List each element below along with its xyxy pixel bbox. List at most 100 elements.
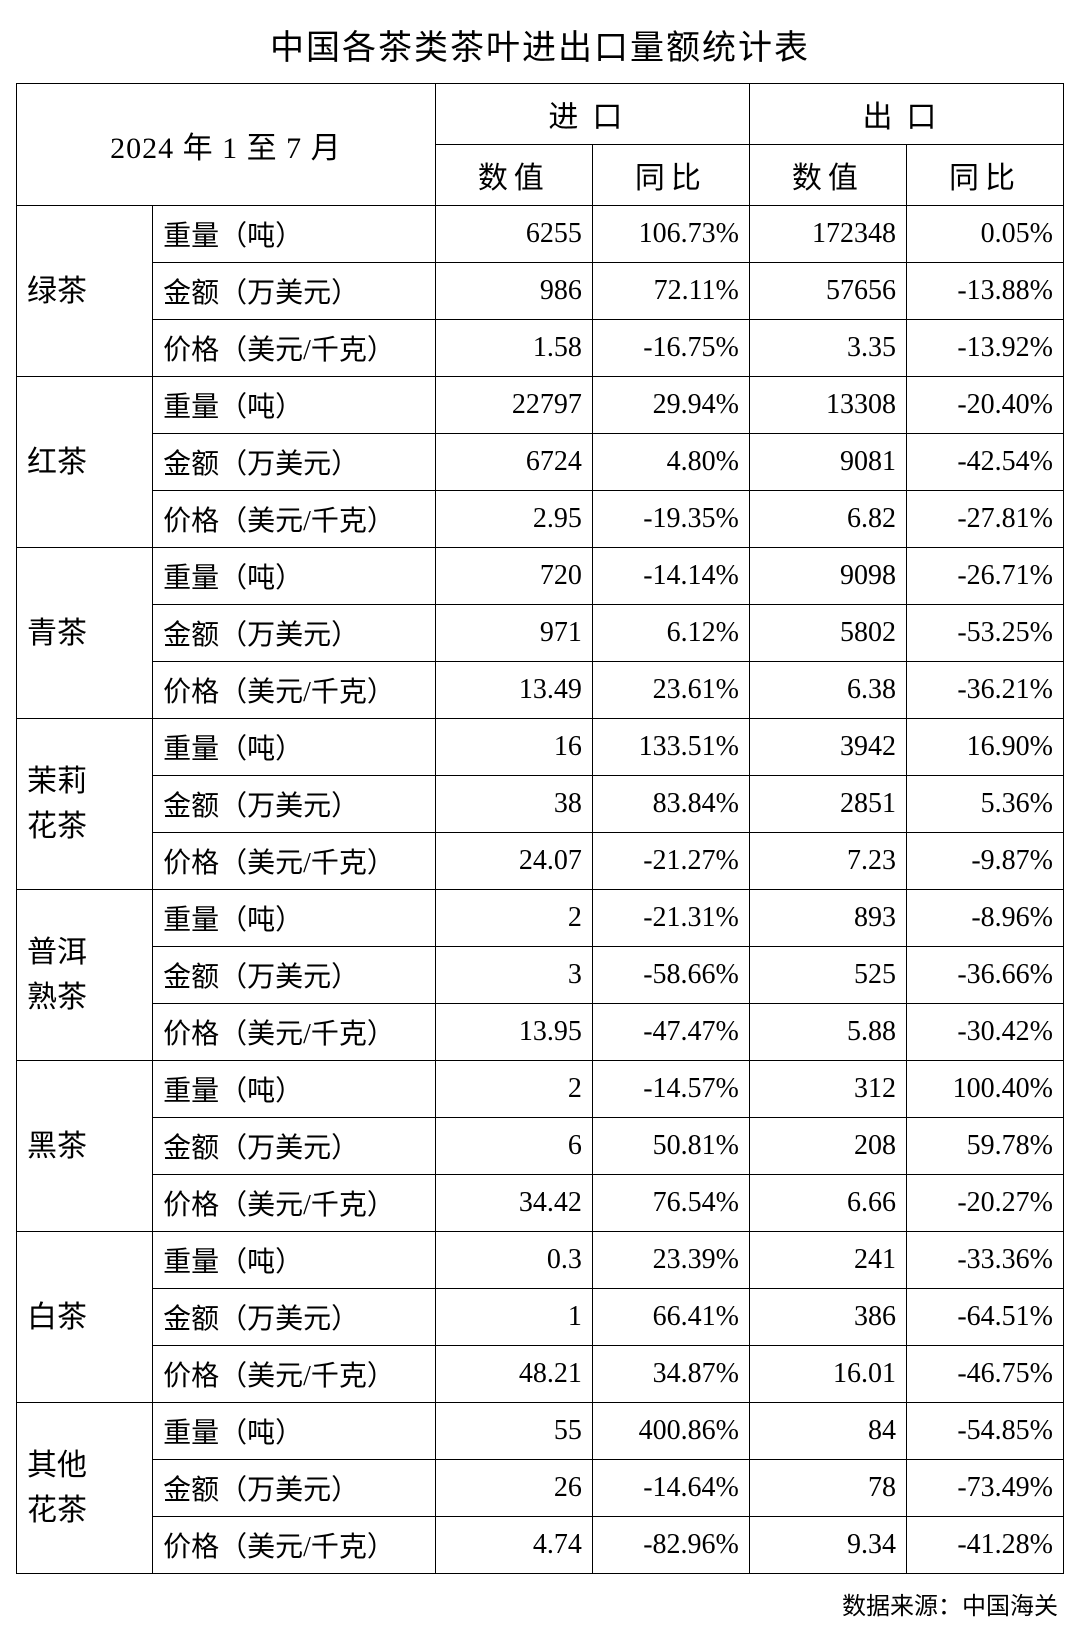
value-cell: 59.78%	[906, 1118, 1063, 1175]
metric-cell: 重量（吨）	[153, 206, 436, 263]
metric-cell: 金额（万美元）	[153, 1460, 436, 1517]
value-cell: -20.40%	[906, 377, 1063, 434]
value-cell: 23.39%	[592, 1232, 749, 1289]
metric-cell: 价格（美元/千克）	[153, 833, 436, 890]
table-row: 绿茶重量（吨）6255106.73%1723480.05%	[17, 206, 1064, 263]
value-cell: 72.11%	[592, 263, 749, 320]
value-cell: -21.31%	[592, 890, 749, 947]
value-cell: 83.84%	[592, 776, 749, 833]
table-row: 金额（万美元）650.81%20859.78%	[17, 1118, 1064, 1175]
metric-cell: 价格（美元/千克）	[153, 1175, 436, 1232]
value-cell: 34.87%	[592, 1346, 749, 1403]
value-cell: 29.94%	[592, 377, 749, 434]
value-cell: 3	[435, 947, 592, 1004]
value-cell: -21.27%	[592, 833, 749, 890]
value-cell: 1	[435, 1289, 592, 1346]
value-cell: -14.64%	[592, 1460, 749, 1517]
value-cell: -64.51%	[906, 1289, 1063, 1346]
value-cell: -13.92%	[906, 320, 1063, 377]
table-row: 红茶重量（吨）2279729.94%13308-20.40%	[17, 377, 1064, 434]
table-row: 金额（万美元）26-14.64%78-73.49%	[17, 1460, 1064, 1517]
page-title: 中国各茶类茶叶进出口量额统计表	[16, 20, 1064, 69]
value-cell: 0.05%	[906, 206, 1063, 263]
metric-cell: 价格（美元/千克）	[153, 1004, 436, 1061]
value-cell: 13308	[749, 377, 906, 434]
table-row: 价格（美元/千克）13.4923.61%6.38-36.21%	[17, 662, 1064, 719]
metric-cell: 价格（美元/千克）	[153, 662, 436, 719]
value-cell: -47.47%	[592, 1004, 749, 1061]
value-cell: 5.88	[749, 1004, 906, 1061]
metric-cell: 金额（万美元）	[153, 1289, 436, 1346]
metric-cell: 重量（吨）	[153, 719, 436, 776]
value-cell: -54.85%	[906, 1403, 1063, 1460]
table-row: 价格（美元/千克）13.95-47.47%5.88-30.42%	[17, 1004, 1064, 1061]
table-row: 价格（美元/千克）1.58-16.75%3.35-13.92%	[17, 320, 1064, 377]
value-cell: -30.42%	[906, 1004, 1063, 1061]
category-cell: 普洱熟茶	[17, 890, 153, 1061]
metric-cell: 重量（吨）	[153, 1061, 436, 1118]
table-row: 价格（美元/千克）4.74-82.96%9.34-41.28%	[17, 1517, 1064, 1574]
category-cell: 青茶	[17, 548, 153, 719]
period-cell: 2024 年 1 至 7 月	[17, 84, 436, 206]
value-cell: 23.61%	[592, 662, 749, 719]
value-cell: 172348	[749, 206, 906, 263]
value-cell: 106.73%	[592, 206, 749, 263]
value-cell: 24.07	[435, 833, 592, 890]
value-cell: 4.74	[435, 1517, 592, 1574]
table-row: 金额（万美元）3883.84%28515.36%	[17, 776, 1064, 833]
value-cell: -53.25%	[906, 605, 1063, 662]
value-cell: 2851	[749, 776, 906, 833]
metric-cell: 金额（万美元）	[153, 947, 436, 1004]
table-row: 青茶重量（吨）720-14.14%9098-26.71%	[17, 548, 1064, 605]
value-cell: 400.86%	[592, 1403, 749, 1460]
metric-cell: 金额（万美元）	[153, 263, 436, 320]
value-cell: 5.36%	[906, 776, 1063, 833]
export-yoy-header: 同比	[906, 145, 1063, 206]
value-cell: -9.87%	[906, 833, 1063, 890]
value-cell: 2	[435, 890, 592, 947]
value-cell: 3942	[749, 719, 906, 776]
metric-cell: 金额（万美元）	[153, 434, 436, 491]
value-cell: -46.75%	[906, 1346, 1063, 1403]
value-cell: -36.66%	[906, 947, 1063, 1004]
table-row: 金额（万美元）67244.80%9081-42.54%	[17, 434, 1064, 491]
value-cell: 6.38	[749, 662, 906, 719]
import-value-header: 数值	[435, 145, 592, 206]
value-cell: 34.42	[435, 1175, 592, 1232]
export-header: 出口	[749, 84, 1063, 145]
value-cell: 893	[749, 890, 906, 947]
category-cell: 其他花茶	[17, 1403, 153, 1574]
value-cell: 84	[749, 1403, 906, 1460]
value-cell: 208	[749, 1118, 906, 1175]
value-cell: 55	[435, 1403, 592, 1460]
value-cell: 1.58	[435, 320, 592, 377]
table-row: 茉莉花茶重量（吨）16133.51%394216.90%	[17, 719, 1064, 776]
metric-cell: 价格（美元/千克）	[153, 1346, 436, 1403]
value-cell: 22797	[435, 377, 592, 434]
value-cell: 9081	[749, 434, 906, 491]
header-row-1: 2024 年 1 至 7 月 进口 出口	[17, 84, 1064, 145]
value-cell: 5802	[749, 605, 906, 662]
value-cell: 57656	[749, 263, 906, 320]
value-cell: 6.12%	[592, 605, 749, 662]
table-row: 金额（万美元）98672.11%57656-13.88%	[17, 263, 1064, 320]
value-cell: 241	[749, 1232, 906, 1289]
table-row: 价格（美元/千克）48.2134.87%16.01-46.75%	[17, 1346, 1064, 1403]
value-cell: -42.54%	[906, 434, 1063, 491]
tea-stats-table: 2024 年 1 至 7 月 进口 出口 数值 同比 数值 同比 绿茶重量（吨）…	[16, 83, 1064, 1574]
value-cell: 720	[435, 548, 592, 605]
value-cell: 38	[435, 776, 592, 833]
value-cell: 4.80%	[592, 434, 749, 491]
value-cell: 26	[435, 1460, 592, 1517]
value-cell: -27.81%	[906, 491, 1063, 548]
value-cell: -16.75%	[592, 320, 749, 377]
value-cell: 6.66	[749, 1175, 906, 1232]
table-row: 黑茶重量（吨）2-14.57%312100.40%	[17, 1061, 1064, 1118]
table-row: 金额（万美元）166.41%386-64.51%	[17, 1289, 1064, 1346]
table-row: 价格（美元/千克）2.95-19.35%6.82-27.81%	[17, 491, 1064, 548]
category-cell: 绿茶	[17, 206, 153, 377]
category-cell: 白茶	[17, 1232, 153, 1403]
value-cell: -14.14%	[592, 548, 749, 605]
category-cell: 茉莉花茶	[17, 719, 153, 890]
metric-cell: 价格（美元/千克）	[153, 491, 436, 548]
